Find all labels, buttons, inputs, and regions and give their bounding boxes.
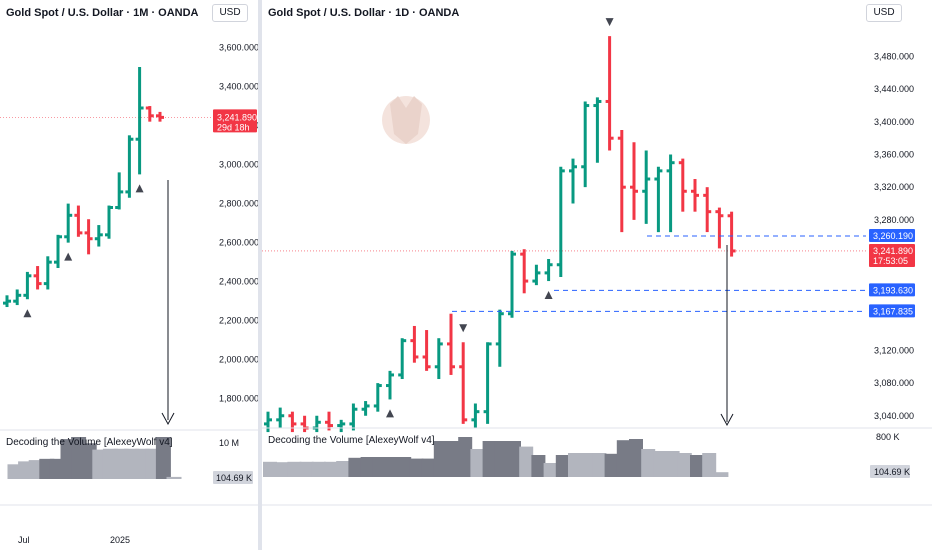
volume-bar-31 [641, 449, 656, 477]
volume-bar-22 [531, 455, 546, 477]
volume-value-box [213, 471, 253, 484]
volume-bar-9 [372, 457, 387, 477]
volume-indicator-title[interactable]: Decoding the Volume [AlexeyWolf v4] [268, 435, 435, 446]
volume-bar-33 [665, 451, 680, 477]
monthly-chart-svg: 3,600.0003,400.0003,200.0003,000.0002,80… [0, 43, 258, 545]
y-axis-tick-label-0: 3,480.000 [874, 52, 914, 62]
current-price-label: 3,241.890 [873, 246, 913, 256]
y-axis-tick-label-0: 3,600.000 [219, 43, 258, 53]
y-axis-tick-label-4: 3,320.000 [874, 182, 914, 192]
volume-bar-16 [458, 437, 473, 477]
signal-up-triangle-2 [544, 291, 553, 300]
x-axis-tick-label-0: Jul [18, 535, 30, 545]
y-axis-tick-label-3: 3,360.000 [874, 150, 914, 160]
volume-bar-14 [155, 437, 171, 479]
volume-bar-17 [470, 449, 485, 477]
volume-value-label: 104.69 K [874, 467, 910, 477]
level-price-label-2: 3,167.835 [873, 306, 913, 316]
y-axis-tick-label-6: 3,120.000 [874, 345, 914, 355]
y-axis-tick-label-9: 1,800.000 [219, 394, 258, 404]
daily-chart-title: Gold Spot / U.S. Dollar · 1D · OANDA [268, 7, 460, 19]
volume-bar-27 [592, 453, 607, 477]
volume-bar-29 [616, 440, 631, 477]
y-axis-tick-label-8: 3,040.000 [874, 411, 914, 421]
volume-bar-35 [690, 455, 704, 477]
level-price-box-2 [869, 304, 915, 318]
monthly-chart-panel[interactable]: 3,600.0003,400.0003,200.0003,000.0002,80… [0, 0, 258, 550]
volume-bar-15 [446, 441, 460, 477]
volume-bar-14 [433, 441, 448, 477]
current-price-label: 3,241.890 [217, 112, 257, 122]
volume-bar-26 [580, 453, 595, 477]
signal-up-triangle-0 [386, 409, 394, 418]
volume-bar-3 [299, 461, 314, 477]
volume-bar-20 [507, 441, 521, 477]
monthly-chart-title: Gold Spot / U.S. Dollar · 1M · OANDA [6, 7, 199, 19]
price-label-box [869, 243, 915, 267]
level-price-box-1 [869, 283, 915, 297]
volume-bar-30 [629, 439, 643, 477]
volume-bar-6 [336, 461, 351, 477]
y-axis-tick-label-3: 3,000.000 [219, 160, 258, 170]
volume-bar-5 [324, 461, 338, 477]
volume-bar-8 [360, 457, 375, 477]
volume-bar-23 [543, 463, 558, 477]
y-axis-tick-label-1: 3,400.000 [219, 82, 258, 92]
volume-value-box [870, 465, 910, 478]
y-axis-tick-label-4: 2,800.000 [219, 199, 258, 209]
volume-bar-37 [714, 472, 729, 477]
projection-arrowhead [161, 412, 175, 426]
volume-bar-7 [348, 457, 363, 477]
panel-divider[interactable] [258, 0, 262, 550]
volume-bar-13 [421, 458, 436, 477]
wolf-logo-shape [390, 96, 422, 144]
price-label-box [213, 109, 257, 133]
level-price-label-0: 3,260.190 [873, 231, 913, 241]
volume-bar-19 [494, 441, 509, 477]
signal-down-triangle-3 [605, 18, 614, 27]
y-axis-tick-label-5: 2,600.000 [219, 238, 258, 248]
y-axis-tick-label-7: 2,200.000 [219, 316, 258, 326]
volume-bar-10 [385, 457, 399, 477]
volume-bar-28 [604, 453, 619, 477]
y-axis-tick-label-1: 3,440.000 [874, 84, 914, 94]
y-axis-tick-label-2: 3,400.000 [874, 117, 914, 127]
volume-bar-34 [677, 453, 692, 477]
volume-value-label: 104.69 K [216, 473, 252, 483]
signal-up-triangle-1 [64, 252, 73, 261]
y-axis-tick-label-6: 2,400.000 [219, 277, 258, 287]
y-axis-tick-label-7: 3,080.000 [874, 378, 914, 388]
daily-chart-svg: 3,480.000 3,440.000 3,400.000 3,360.000 3,32… [262, 18, 932, 506]
currency-button[interactable]: USD [866, 4, 902, 22]
volume-bar-25 [568, 453, 582, 477]
candle-countdown-label: 29d 18h [217, 122, 250, 132]
signal-up-triangle-2 [135, 184, 144, 193]
volume-bar-24 [555, 455, 570, 477]
currency-button[interactable]: USD [212, 4, 248, 22]
volume-bar-11 [397, 457, 412, 477]
volume-bar-32 [653, 451, 668, 477]
y-axis-tick-label-8: 2,000.000 [219, 355, 258, 365]
projection-arrowhead [720, 413, 734, 427]
volume-bar-4 [311, 461, 326, 477]
daily-chart-panel[interactable]: 3,480.000 3,440.000 3,400.000 3,360.000 3,32… [262, 0, 932, 550]
y-axis-tick-label-5: 3,280.000 [874, 215, 914, 225]
volume-indicator-title[interactable]: Decoding the Volume [AlexeyWolf v4] [6, 437, 173, 448]
volume-bar-1 [275, 462, 290, 477]
volume-bar-15 [166, 476, 182, 479]
level-price-box-0 [869, 229, 915, 243]
volume-axis-label: 800 K [876, 432, 900, 442]
volume-bar-18 [482, 441, 497, 477]
volume-bar-36 [702, 453, 717, 477]
volume-axis-label: 10 M [219, 438, 239, 448]
candle-countdown-label: 17:53:05 [873, 256, 908, 266]
x-axis-tick-label-1: 2025 [110, 535, 130, 545]
volume-bar-2 [287, 461, 302, 477]
volume-bar-0 [263, 461, 277, 477]
signal-down-triangle-1 [459, 324, 468, 333]
volume-bar-12 [409, 458, 424, 477]
level-price-label-1: 3,193.630 [873, 285, 913, 295]
volume-bar-21 [519, 446, 534, 477]
signal-up-triangle-0 [23, 309, 32, 318]
